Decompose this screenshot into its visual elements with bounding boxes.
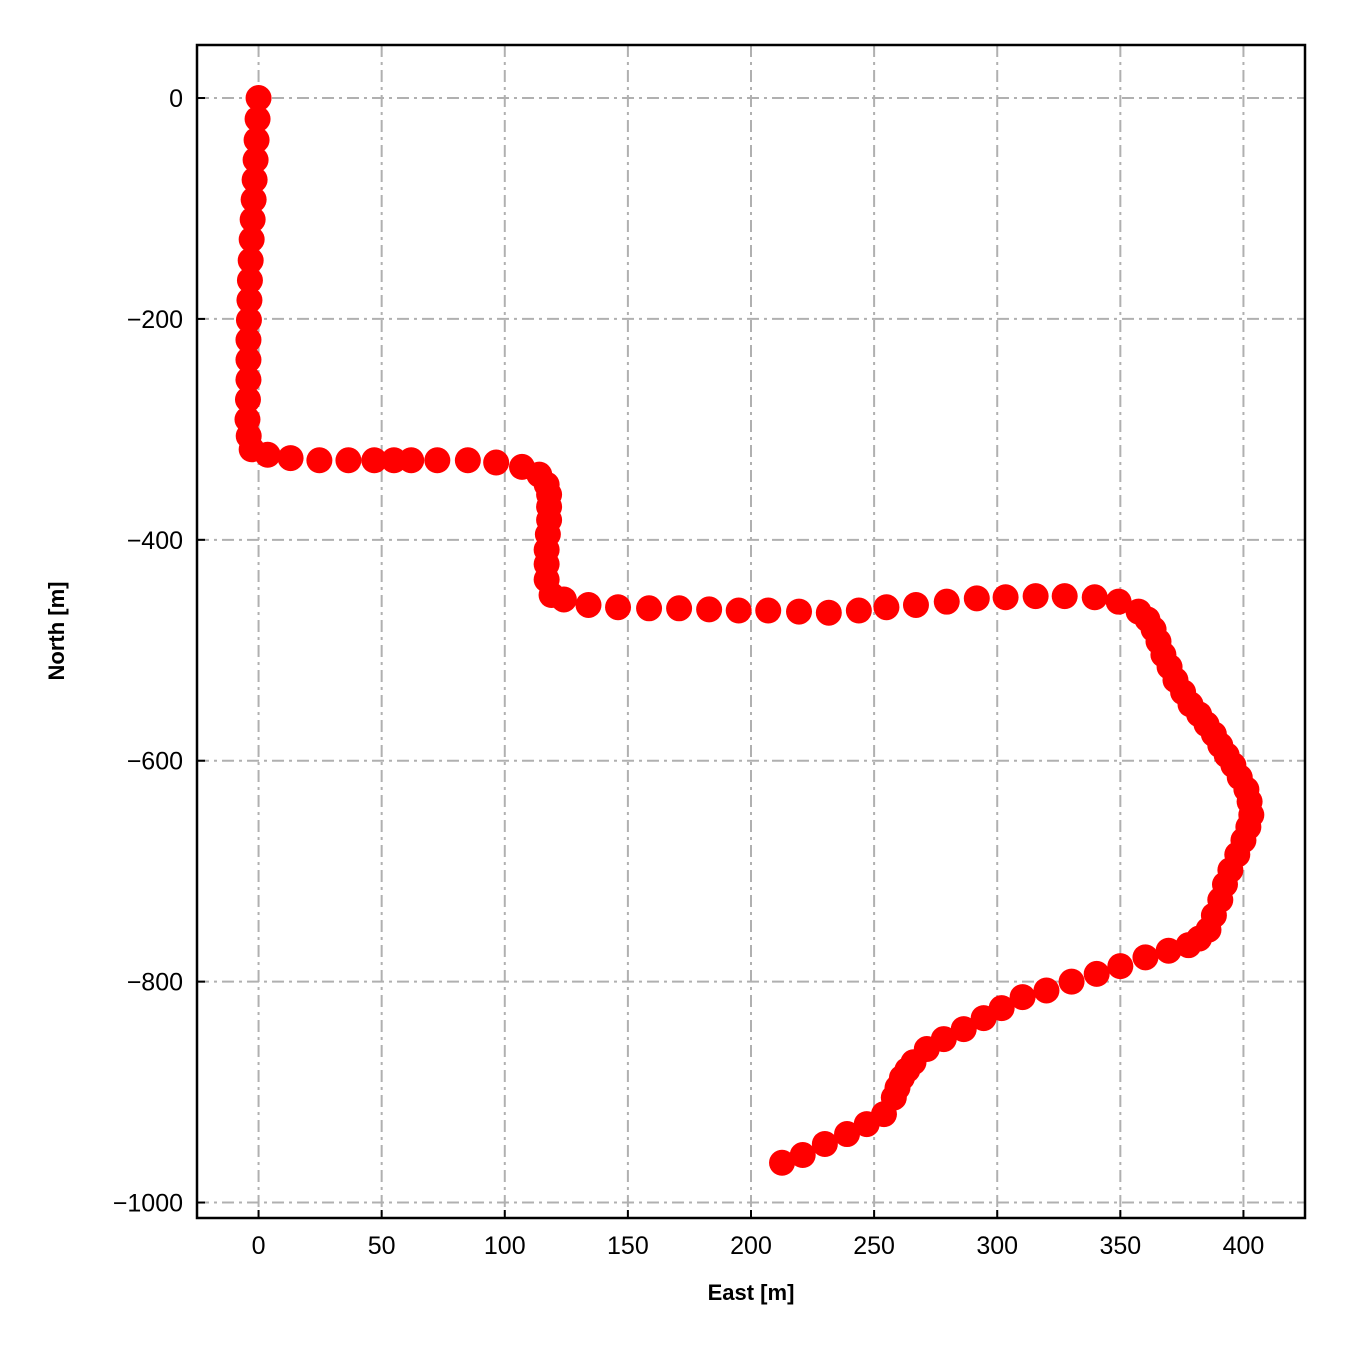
data-point: [243, 126, 270, 153]
data-point: [605, 594, 632, 621]
data-point: [575, 591, 602, 618]
x-tick-label: 150: [607, 1232, 649, 1260]
data-point: [239, 206, 266, 233]
x-axis-label: East [m]: [708, 1280, 795, 1305]
ticks: 0 50 100 150 200 250 300 350 400 0 −200 −400 −600 −80…: [113, 85, 1265, 1260]
data-point: [483, 449, 510, 476]
data-point: [245, 85, 272, 112]
data-point: [1051, 583, 1078, 610]
data-point: [550, 586, 577, 613]
data-point: [277, 445, 304, 472]
data-point: [1081, 584, 1108, 611]
data-point: [235, 346, 262, 373]
data-point: [306, 447, 333, 474]
data-point: [992, 584, 1019, 611]
x-tick-label: 250: [853, 1232, 895, 1260]
x-tick-label: 350: [1099, 1232, 1141, 1260]
data-point: [335, 447, 362, 474]
data-point: [853, 1111, 880, 1138]
data-point: [811, 1130, 838, 1157]
data-point: [725, 597, 752, 624]
y-tick-label: −400: [127, 527, 183, 555]
y-tick-label: −1000: [113, 1190, 183, 1218]
data-point: [769, 1149, 796, 1176]
data-point: [1033, 977, 1060, 1004]
data-point: [454, 447, 481, 474]
data-point: [398, 447, 425, 474]
data-point: [1155, 937, 1182, 964]
data-point: [755, 597, 782, 624]
data-point: [1009, 984, 1036, 1011]
data-point: [1132, 944, 1159, 971]
data-point: [235, 307, 262, 334]
data-point: [815, 599, 842, 626]
x-tick-label: 100: [484, 1232, 526, 1260]
data-point: [234, 386, 261, 413]
data-point: [238, 226, 265, 253]
data-point: [963, 585, 990, 612]
data-point: [241, 166, 268, 193]
data-point: [950, 1016, 977, 1043]
y-tick-label: 0: [169, 85, 183, 113]
data-point: [242, 146, 269, 173]
data-point: [873, 594, 900, 621]
data-point: [1175, 932, 1202, 959]
data-point: [1083, 960, 1110, 987]
data-point: [834, 1121, 861, 1148]
data-point: [902, 591, 929, 618]
data-point: [786, 598, 813, 625]
data-point: [240, 186, 267, 213]
data-point: [236, 287, 263, 314]
data-point: [636, 595, 663, 622]
data-point: [666, 595, 693, 622]
x-tick-label: 200: [730, 1232, 772, 1260]
data-point: [1105, 588, 1132, 615]
data-point: [361, 447, 388, 474]
y-axis-label: North [m]: [44, 582, 69, 681]
data-point: [970, 1005, 997, 1032]
x-tick-label: 300: [976, 1232, 1018, 1260]
data-point: [235, 326, 262, 353]
data-point: [236, 267, 263, 294]
data-point: [424, 447, 451, 474]
data-point: [1058, 968, 1085, 995]
data-point: [1107, 953, 1134, 980]
data-point: [235, 366, 262, 393]
y-tick-label: −600: [127, 748, 183, 776]
data-point: [244, 106, 271, 133]
x-tick-label: 400: [1223, 1232, 1265, 1260]
data-points: [234, 85, 1265, 1176]
data-point: [1022, 583, 1049, 610]
y-tick-label: −200: [127, 306, 183, 334]
data-point: [933, 588, 960, 615]
grid: [197, 45, 1305, 1218]
data-point: [254, 441, 281, 468]
data-point: [789, 1142, 816, 1169]
data-point: [845, 597, 872, 624]
x-tick-label: 50: [368, 1232, 396, 1260]
x-tick-label: 0: [252, 1232, 266, 1260]
data-point: [237, 247, 264, 274]
data-point: [696, 596, 723, 623]
y-tick-label: −800: [127, 969, 183, 997]
